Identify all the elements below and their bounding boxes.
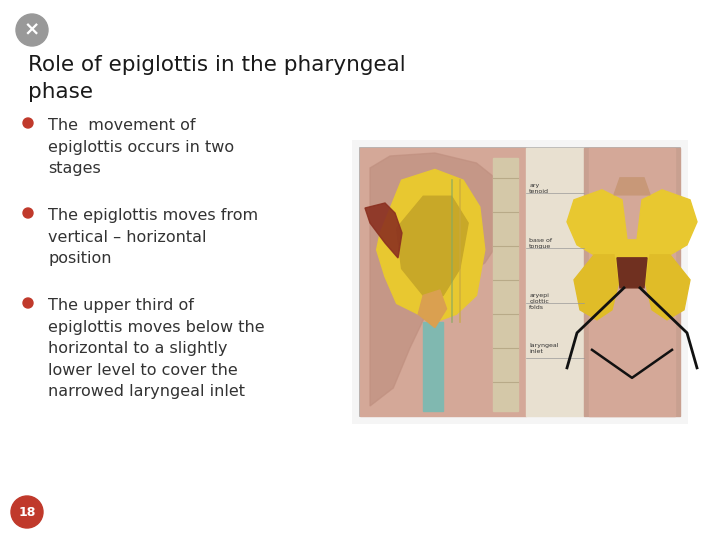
Text: laryngeal
inlet: laryngeal inlet [529, 343, 559, 354]
Circle shape [11, 496, 43, 528]
Polygon shape [365, 203, 402, 258]
Polygon shape [567, 190, 627, 255]
Text: The upper third of
epiglottis moves below the
horizontal to a slightly
lower lev: The upper third of epiglottis moves belo… [48, 298, 265, 400]
FancyBboxPatch shape [352, 140, 688, 424]
Circle shape [23, 118, 33, 128]
Polygon shape [614, 178, 650, 195]
Polygon shape [397, 196, 468, 295]
Text: 18: 18 [18, 506, 36, 518]
Polygon shape [617, 258, 647, 288]
Polygon shape [370, 153, 510, 406]
Polygon shape [423, 322, 444, 411]
Polygon shape [584, 148, 680, 416]
Polygon shape [377, 170, 485, 322]
Polygon shape [493, 158, 518, 411]
Polygon shape [646, 255, 690, 320]
Text: ary
tenoid: ary tenoid [529, 183, 549, 194]
Polygon shape [360, 148, 526, 416]
Polygon shape [589, 148, 675, 416]
Text: The epiglottis moves from
vertical – horizontal
position: The epiglottis moves from vertical – hor… [48, 208, 258, 266]
Circle shape [16, 14, 48, 46]
Text: base of
tongue: base of tongue [529, 238, 552, 249]
Polygon shape [418, 290, 446, 327]
Text: phase: phase [28, 82, 93, 102]
Polygon shape [637, 190, 697, 255]
Text: The  movement of
epiglottis occurs in two
stages: The movement of epiglottis occurs in two… [48, 118, 234, 176]
FancyBboxPatch shape [360, 148, 680, 416]
Text: aryepi
glottic
folds: aryepi glottic folds [529, 293, 549, 310]
Polygon shape [526, 148, 584, 416]
Polygon shape [610, 240, 654, 285]
Text: ×: × [24, 20, 40, 40]
Circle shape [23, 208, 33, 218]
Text: Role of epiglottis in the pharyngeal: Role of epiglottis in the pharyngeal [28, 55, 405, 75]
Polygon shape [574, 255, 618, 320]
Circle shape [23, 298, 33, 308]
